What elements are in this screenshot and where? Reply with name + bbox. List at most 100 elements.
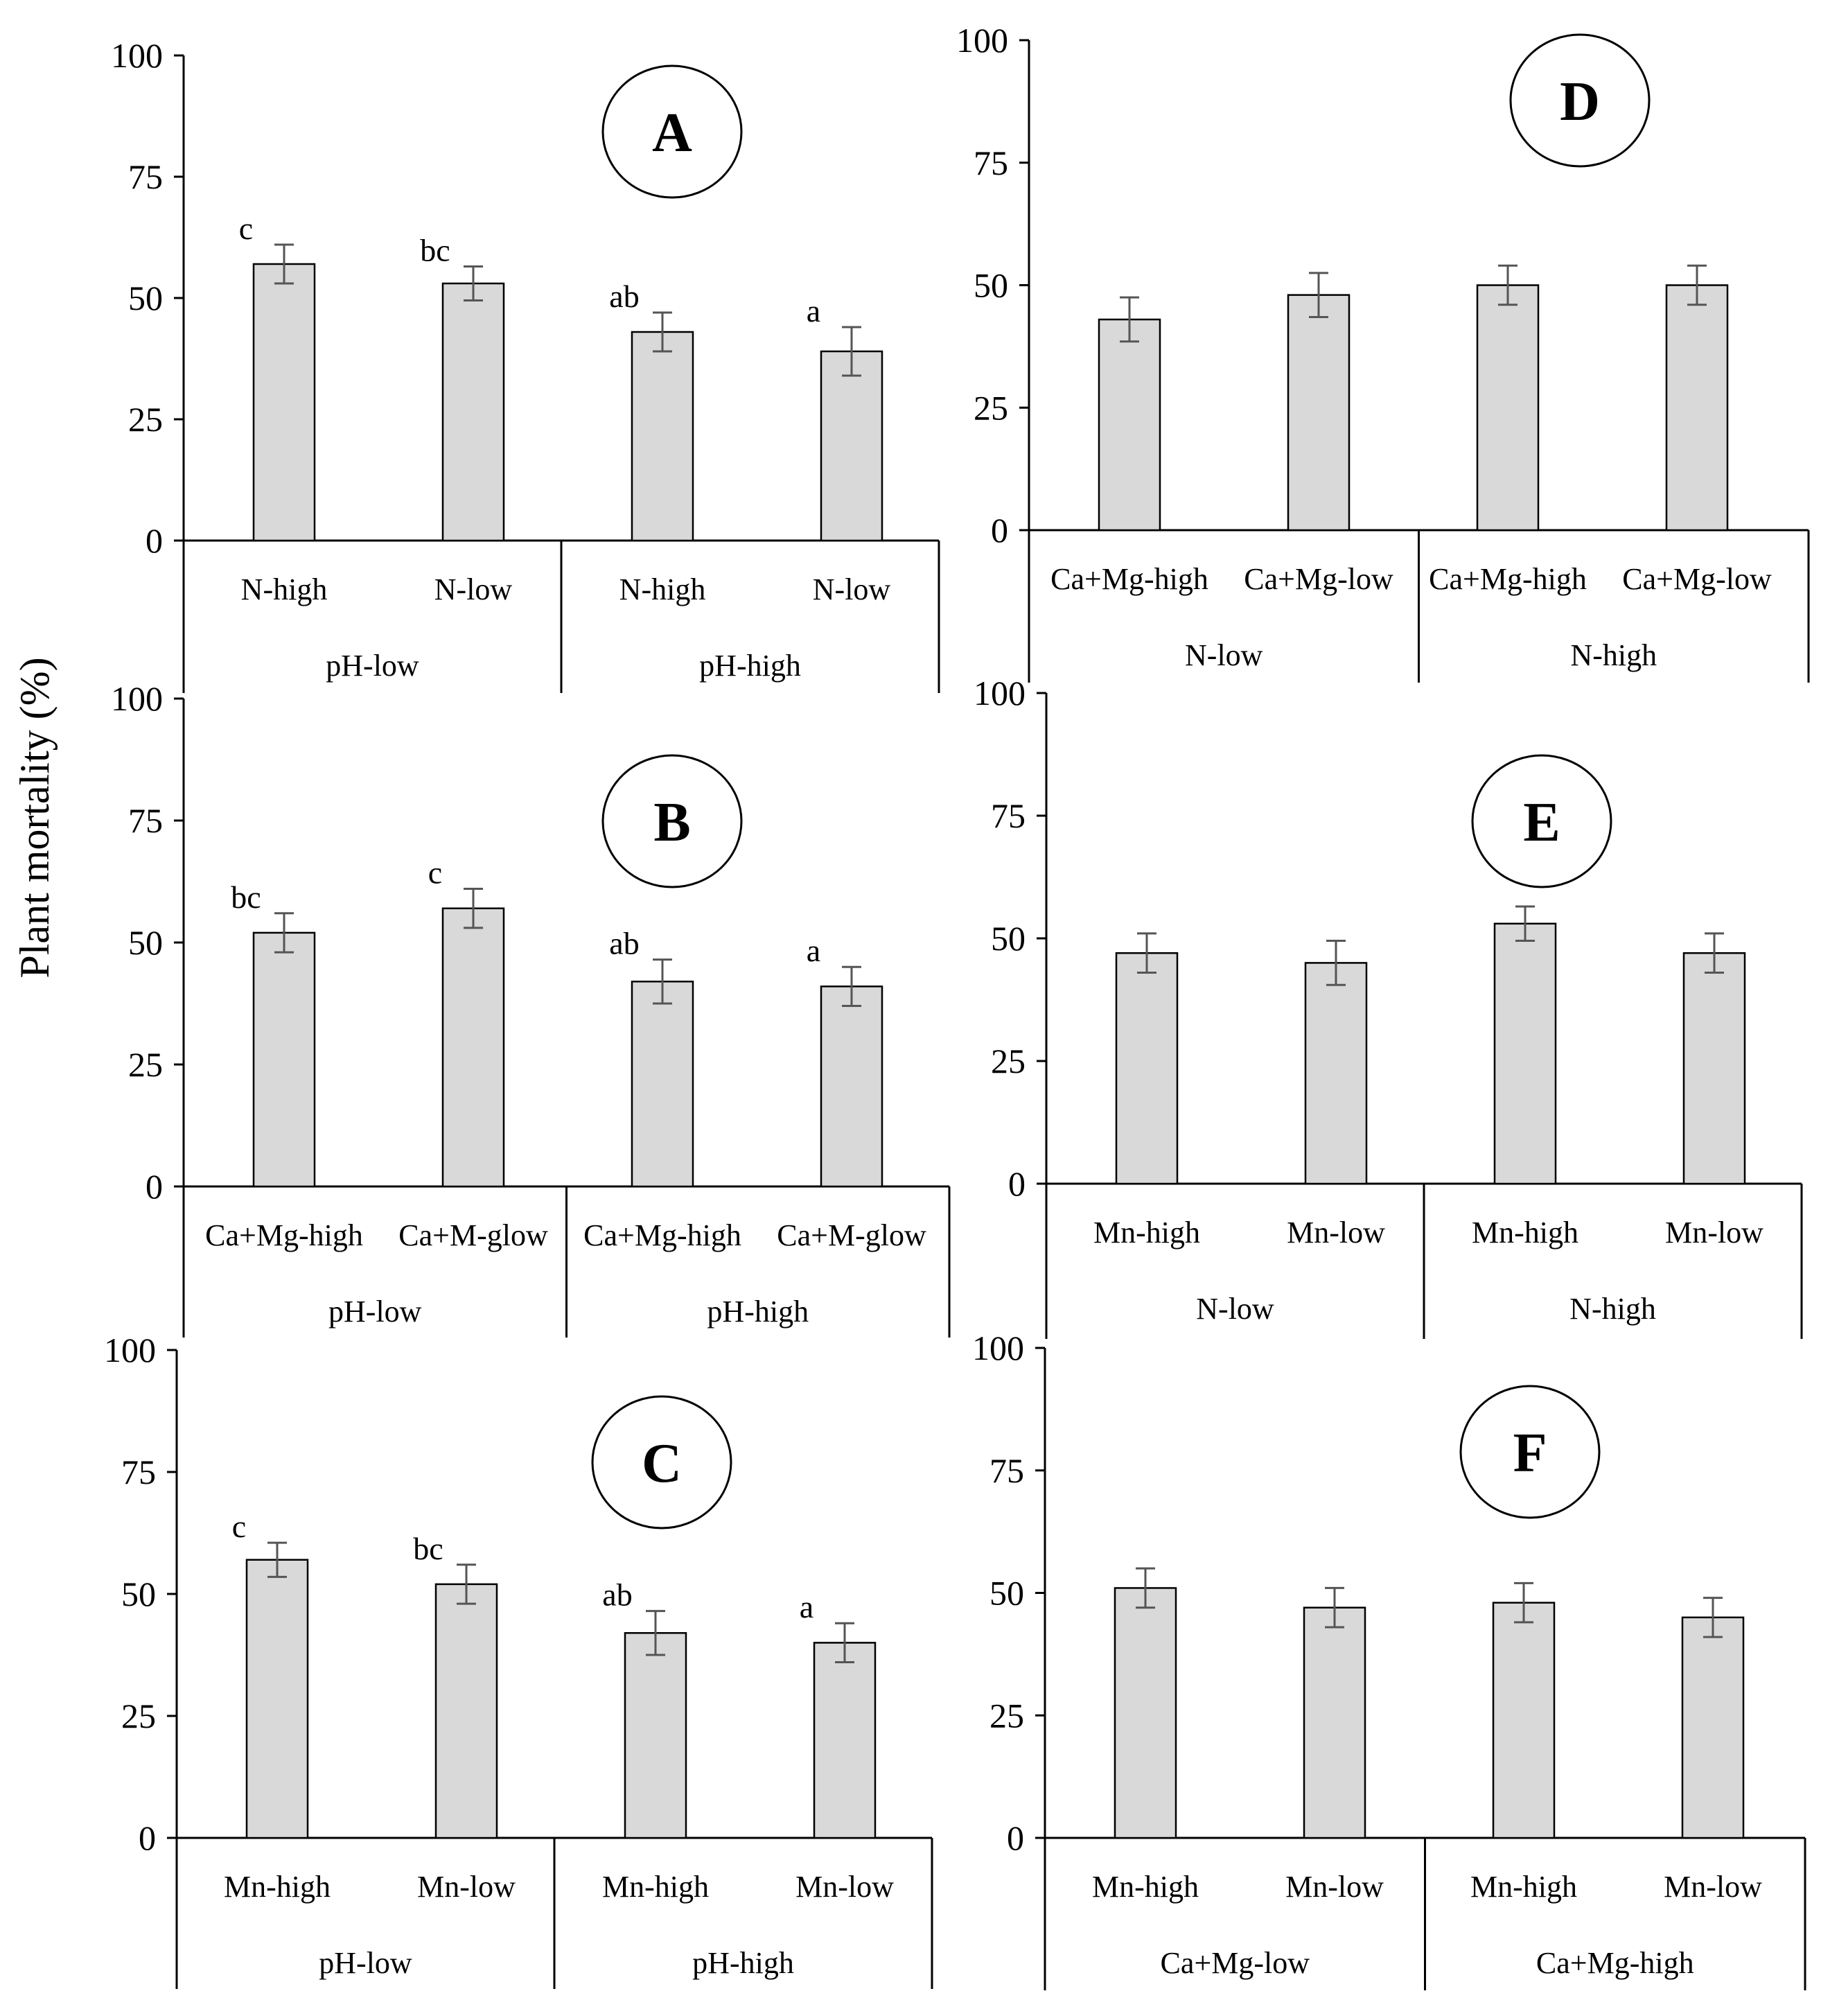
panel-letter-circle: [591, 1395, 732, 1529]
x-tick-label: Mn-high: [1092, 1870, 1199, 1904]
x-tick-label: Mn-low: [1287, 1216, 1385, 1250]
x-tick-label: Mn-high: [224, 1870, 331, 1904]
significance-letter: ab: [609, 926, 639, 961]
y-tick-label: 50: [128, 279, 163, 317]
bar: [813, 1642, 877, 1839]
panel-letter-circle: [601, 64, 743, 199]
y-tick-label: 50: [974, 266, 1008, 305]
y-tick-label: 25: [128, 400, 163, 439]
panel-letter: F: [1513, 1423, 1547, 1484]
bar: [1493, 922, 1557, 1185]
y-tick-label: 100: [111, 679, 163, 718]
y-tick-label: 100: [974, 674, 1026, 712]
significance-letter: bc: [231, 879, 261, 915]
bar: [1476, 284, 1540, 532]
x-tick-label: Ca+Mg-high: [205, 1218, 363, 1252]
bar: [1115, 952, 1179, 1185]
y-tick-label: 25: [121, 1697, 156, 1735]
panel-f: 0 25 50 75 100 Mn-high Mn-low Mn-high Mn-low Ca+M…: [972, 1329, 1806, 1990]
panel-d: 0 25 50 75 100 Ca+Mg-high Ca+Mg-low Ca+Mg-high C…: [956, 21, 1810, 683]
x-tick-label: Mn-low: [1285, 1870, 1384, 1904]
bar: [1114, 1587, 1177, 1839]
y-tick-label: 25: [128, 1045, 163, 1084]
y-tick-label: 75: [989, 1451, 1024, 1490]
group-label: pH-high: [707, 1295, 809, 1329]
bar: [1303, 1606, 1366, 1839]
x-tick-label: N-high: [619, 572, 706, 606]
panel-letter: B: [653, 792, 690, 853]
panel-a: 0 25 50 75 100 c N-high bc N-low ab N-high a N-low pH…: [111, 36, 940, 693]
y-tick-label: 100: [104, 1331, 156, 1369]
panel-letter-circle: [601, 754, 743, 888]
y-tick-label: 50: [991, 919, 1026, 958]
bar: [441, 907, 505, 1188]
y-tick-label: 0: [146, 1167, 163, 1206]
significance-letter: bc: [413, 1531, 443, 1566]
bar: [1304, 962, 1368, 1185]
group-label: Ca+Mg-low: [1161, 1946, 1310, 1980]
bar: [1492, 1602, 1556, 1839]
x-tick-label: Ca+Mg-high: [1050, 562, 1208, 596]
group-label: pH-low: [328, 1295, 422, 1329]
group-label: N-high: [1570, 638, 1657, 672]
group-label: pH-low: [319, 1946, 412, 1980]
y-tick-label: 75: [121, 1453, 156, 1491]
bar: [631, 331, 694, 542]
y-tick-label: 0: [146, 521, 163, 560]
x-tick-label: Mn-low: [795, 1870, 894, 1904]
bar: [252, 931, 316, 1188]
bar: [441, 282, 505, 542]
group-label: pH-high: [692, 1946, 794, 1980]
bar: [252, 263, 316, 542]
x-tick-label: Mn-low: [1665, 1216, 1763, 1250]
significance-letter: c: [232, 1509, 246, 1544]
panel-letter: E: [1523, 792, 1560, 853]
y-tick-label: 0: [1007, 1818, 1024, 1857]
group-label: N-low: [1185, 638, 1263, 672]
significance-letter: a: [807, 293, 820, 328]
x-tick-label: Ca+Mg-high: [583, 1218, 741, 1252]
significance-letter: a: [807, 933, 820, 968]
x-tick-label: Mn-high: [1093, 1216, 1200, 1250]
y-tick-label: 100: [972, 1329, 1024, 1367]
panel-c: 0 25 50 75 100 c Mn-high bc Mn-low ab Mn-high a Mn-l…: [104, 1331, 933, 1989]
panel-letter: C: [642, 1433, 682, 1494]
y-tick-label: 50: [128, 923, 163, 962]
y-tick-label: 100: [956, 21, 1008, 60]
y-tick-label: 0: [991, 511, 1008, 550]
x-tick-label: Ca+Mg-high: [1429, 562, 1587, 596]
bar: [434, 1583, 498, 1839]
x-tick-label: N-high: [241, 572, 328, 606]
x-tick-label: Mn-high: [1470, 1870, 1577, 1904]
y-tick-label: 25: [989, 1696, 1024, 1735]
panel-letter-circle: [1509, 33, 1651, 168]
y-tick-label: 75: [128, 157, 163, 196]
bar: [245, 1559, 309, 1839]
group-label: N-low: [1196, 1292, 1274, 1326]
x-tick-label: Mn-high: [602, 1870, 709, 1904]
group-label: N-high: [1569, 1292, 1656, 1326]
y-tick-label: 75: [974, 143, 1008, 182]
x-tick-label: Ca+M-glow: [398, 1218, 548, 1252]
y-tick-label: 75: [991, 796, 1026, 835]
y-tick-label: 50: [989, 1574, 1024, 1613]
significance-letter: ab: [609, 279, 639, 314]
bar: [1098, 318, 1161, 532]
group-label: Ca+Mg-high: [1536, 1946, 1694, 1980]
x-tick-label: Ca+Mg-low: [1622, 562, 1772, 596]
panel-b: 0 25 50 75 100 bc Ca+Mg-high c Ca+M-glow ab Ca+Mg-…: [111, 679, 951, 1338]
y-tick-label: 0: [139, 1818, 156, 1857]
significance-letter: bc: [420, 233, 450, 268]
group-label: pH-low: [326, 649, 419, 683]
significance-letter: a: [800, 1589, 813, 1624]
x-tick-label: N-low: [813, 572, 891, 606]
bar: [820, 350, 883, 542]
y-tick-label: 50: [121, 1575, 156, 1613]
bar: [1287, 294, 1351, 532]
significance-letter: c: [428, 855, 442, 891]
y-tick-label: 75: [128, 801, 163, 840]
significance-letter: ab: [602, 1577, 632, 1613]
y-tick-label: 100: [111, 36, 163, 75]
significance-letter: c: [239, 211, 253, 246]
